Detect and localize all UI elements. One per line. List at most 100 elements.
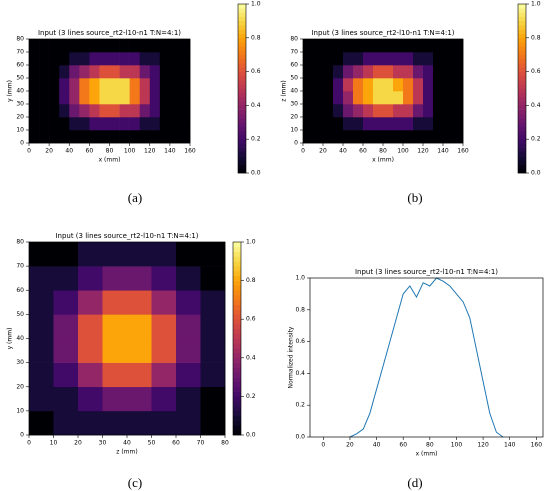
heatmap-cell (413, 130, 424, 144)
y-tick-label: 80 (16, 36, 24, 43)
x-tick-label: 40 (339, 148, 347, 155)
heatmap-cell (29, 117, 40, 131)
heatmap-cell (353, 104, 364, 118)
heatmap-cell (453, 117, 464, 131)
heatmap-cell (333, 52, 344, 66)
colorbar-step (233, 386, 241, 392)
colorbar-step (233, 270, 241, 277)
colorbar-step (233, 261, 241, 267)
heatmap-cell (363, 104, 374, 118)
colorbar-step (238, 84, 246, 89)
heatmap-cell (179, 104, 191, 118)
heatmap-cell (179, 78, 191, 92)
heatmap-cell (200, 242, 226, 267)
heatmap-cell (109, 65, 120, 79)
colorbar-step (233, 333, 241, 339)
heatmap-cell (423, 104, 434, 118)
heatmap-cell (159, 39, 171, 53)
heatmap-cell (353, 117, 364, 131)
colorbar-step (518, 67, 526, 72)
heatmap-cell (200, 290, 226, 315)
heatmap-cell (443, 104, 454, 118)
heatmap-cell (39, 91, 50, 105)
heatmap-cell (373, 117, 384, 131)
heatmap-cell (79, 91, 90, 105)
heatmap-cell (79, 39, 90, 53)
heatmap-cell (353, 39, 364, 53)
colorbar-step (238, 29, 246, 34)
colorbar-step (238, 4, 246, 9)
colorbar-step (233, 391, 241, 397)
heatmap-cell (179, 39, 191, 53)
heatmap-cell (78, 242, 103, 267)
colorbar-step (518, 12, 526, 17)
heatmap-cell (119, 39, 130, 53)
heatmap-cell (373, 104, 384, 118)
heatmap-cell (383, 117, 394, 131)
heatmap-cell (29, 39, 40, 53)
heatmap-cell (403, 130, 414, 144)
y-tick-label: 50 (16, 311, 24, 318)
heatmap-cell (149, 78, 161, 92)
heatmap-cell (29, 65, 40, 79)
y-tick-label: 0.0 (295, 434, 305, 441)
heatmap-cell (89, 130, 100, 144)
heatmap-cell (179, 65, 191, 79)
heatmap-cell (119, 104, 130, 118)
colorbar-step (238, 12, 246, 17)
colorbar-step (238, 96, 246, 102)
x-tick-label: 50 (148, 440, 156, 447)
caption: (a) (128, 190, 142, 205)
heatmap-cell (129, 91, 140, 105)
x-axis-label: x (mm) (99, 157, 121, 164)
heatmap-cell (159, 91, 171, 105)
y-tick-label: 0.2 (295, 402, 305, 409)
colorbar-tick-label: 1.0 (246, 239, 256, 246)
heatmap-cell (79, 78, 90, 92)
x-tick-label: 140 (504, 442, 516, 449)
y-tick-label: 70 (290, 49, 298, 56)
colorbar-step (233, 266, 241, 272)
heatmap-cell (423, 91, 434, 105)
colorbar-step (518, 71, 526, 77)
y-tick-label: 0 (20, 432, 24, 439)
heatmap-cell (102, 338, 128, 363)
heatmap-cell (413, 52, 424, 66)
heatmap-cell (109, 130, 120, 144)
colorbar-step (233, 319, 241, 325)
heatmap-cell (363, 65, 374, 79)
heatmap-cell (119, 91, 130, 105)
heatmap-cell (78, 410, 103, 436)
colorbar-step (518, 139, 526, 144)
heatmap-cell (49, 52, 60, 66)
heatmap-cell (313, 104, 324, 118)
colorbar-step (518, 118, 526, 123)
colorbar-tick-label: 0.2 (531, 136, 541, 143)
heatmap-cell (89, 52, 100, 66)
heatmap-cell (69, 52, 80, 66)
heatmap-cell (151, 386, 177, 412)
x-tick-label: 20 (319, 148, 327, 155)
colorbar-step (233, 324, 241, 330)
heatmap-cell (109, 104, 120, 118)
heatmap-cell (343, 39, 354, 53)
colorbar-frame (517, 3, 527, 174)
colorbar-step (518, 160, 526, 165)
heatmap-cell (433, 91, 444, 105)
colorbar-step (233, 242, 241, 248)
y-tick-label: 80 (16, 239, 24, 246)
heatmap-cell (423, 130, 434, 144)
y-tick-label: 80 (290, 36, 298, 43)
x-tick-label: 80 (221, 440, 229, 447)
x-axis-label: x (mm) (416, 451, 438, 458)
heatmap-cell (129, 130, 140, 144)
heatmap-cell (109, 117, 120, 131)
x-tick-label: 80 (106, 148, 114, 155)
colorbar-step (233, 430, 241, 436)
heatmap-cell (127, 290, 152, 315)
heatmap-cell (323, 65, 334, 79)
heatmap-cell (179, 91, 191, 105)
heatmap-cell (102, 410, 128, 436)
colorbar-step (518, 16, 526, 22)
heatmap-cell (119, 130, 130, 144)
